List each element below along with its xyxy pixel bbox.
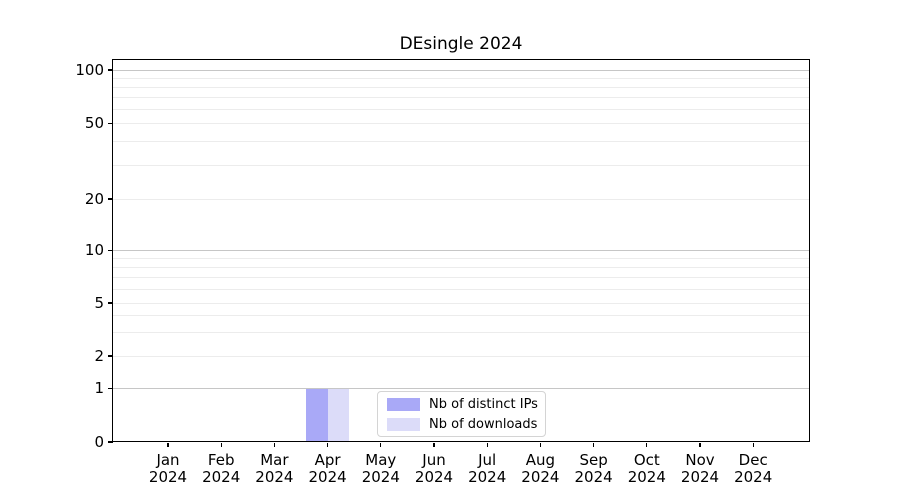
y-tick-mark — [108, 249, 113, 252]
x-tick-mark — [752, 442, 754, 447]
y-tick-mark — [108, 441, 113, 443]
y-tick-label: 1 — [94, 379, 104, 397]
x-tick-label: Jun 2024 — [414, 451, 454, 486]
y-tick-label: 0 — [94, 432, 104, 451]
x-tick-label: Feb 2024 — [202, 451, 241, 486]
y-tick-mark — [108, 69, 113, 71]
legend-item-downloads: Nb of downloads — [387, 417, 545, 432]
x-tick-mark — [646, 442, 648, 447]
gridline-minor — [113, 97, 810, 99]
x-tick-mark — [699, 442, 701, 447]
gridline-minor — [113, 257, 810, 259]
x-tick-mark — [380, 442, 382, 447]
gridline-major — [113, 69, 810, 71]
y-tick-mark — [108, 302, 113, 304]
y-tick-mark — [108, 122, 113, 125]
y-tick-label: 100 — [75, 60, 104, 79]
x-tick-label: Apr 2024 — [308, 451, 347, 486]
x-tick-mark — [220, 442, 222, 447]
x-tick-label: May 2024 — [361, 451, 400, 486]
gridline-major — [113, 388, 810, 389]
gridline-minor — [113, 315, 810, 317]
legend-label-downloads: Nb of downloads — [429, 416, 538, 432]
x-tick-label: Jan 2024 — [148, 451, 188, 486]
x-tick-mark — [486, 442, 488, 447]
gridline-minor — [113, 108, 810, 110]
x-tick-mark — [167, 442, 169, 447]
gridline-minor — [113, 141, 810, 143]
gridline-minor — [113, 266, 810, 268]
gridline-minor — [113, 277, 810, 278]
y-tick-label: 20 — [84, 189, 104, 208]
legend-swatch-downloads-icon — [387, 417, 420, 431]
gridline-minor — [113, 332, 810, 334]
x-tick-label: Mar 2024 — [255, 451, 294, 486]
gridline-minor — [113, 86, 810, 88]
gridline-minor — [113, 198, 810, 200]
gridline-minor — [113, 123, 810, 124]
y-tick-label: 10 — [84, 241, 104, 259]
x-tick-mark — [327, 442, 329, 447]
y-tick-label: 50 — [84, 114, 104, 132]
x-tick-label: Sep 2024 — [574, 451, 613, 486]
gridline-minor — [113, 355, 810, 357]
x-tick-label: Oct 2024 — [627, 451, 666, 486]
legend: Nb of distinct IPs Nb of downloads — [377, 391, 546, 437]
x-tick-label: Jul 2024 — [468, 451, 507, 486]
x-tick-mark — [273, 442, 275, 447]
gridline-minor — [113, 302, 810, 304]
x-tick-mark — [539, 442, 541, 447]
legend-label-distinct-ips: Nb of distinct IPs — [429, 396, 538, 412]
legend-swatch-distinct-ips-icon — [387, 397, 420, 411]
x-tick-label: Nov 2024 — [680, 451, 720, 486]
bar-downloads — [327, 388, 350, 442]
chart-title: DEsingle 2024 — [399, 34, 523, 54]
gridline-major — [113, 250, 810, 251]
y-tick-label: 5 — [94, 293, 104, 312]
x-tick-label: Dec 2024 — [734, 451, 773, 486]
gridline-minor — [113, 288, 810, 290]
legend-item-distinct-ips: Nb of distinct IPs — [387, 397, 545, 412]
gridline-minor — [113, 165, 810, 167]
x-tick-mark — [433, 442, 435, 447]
gridline-minor — [113, 77, 810, 79]
bar-distinct-ips — [306, 388, 328, 442]
y-tick-label: 2 — [94, 346, 104, 365]
y-tick-mark — [108, 198, 113, 200]
x-tick-mark — [593, 442, 595, 447]
x-tick-label: Aug 2024 — [521, 451, 560, 486]
y-tick-mark — [108, 387, 113, 390]
y-tick-mark — [108, 355, 113, 357]
